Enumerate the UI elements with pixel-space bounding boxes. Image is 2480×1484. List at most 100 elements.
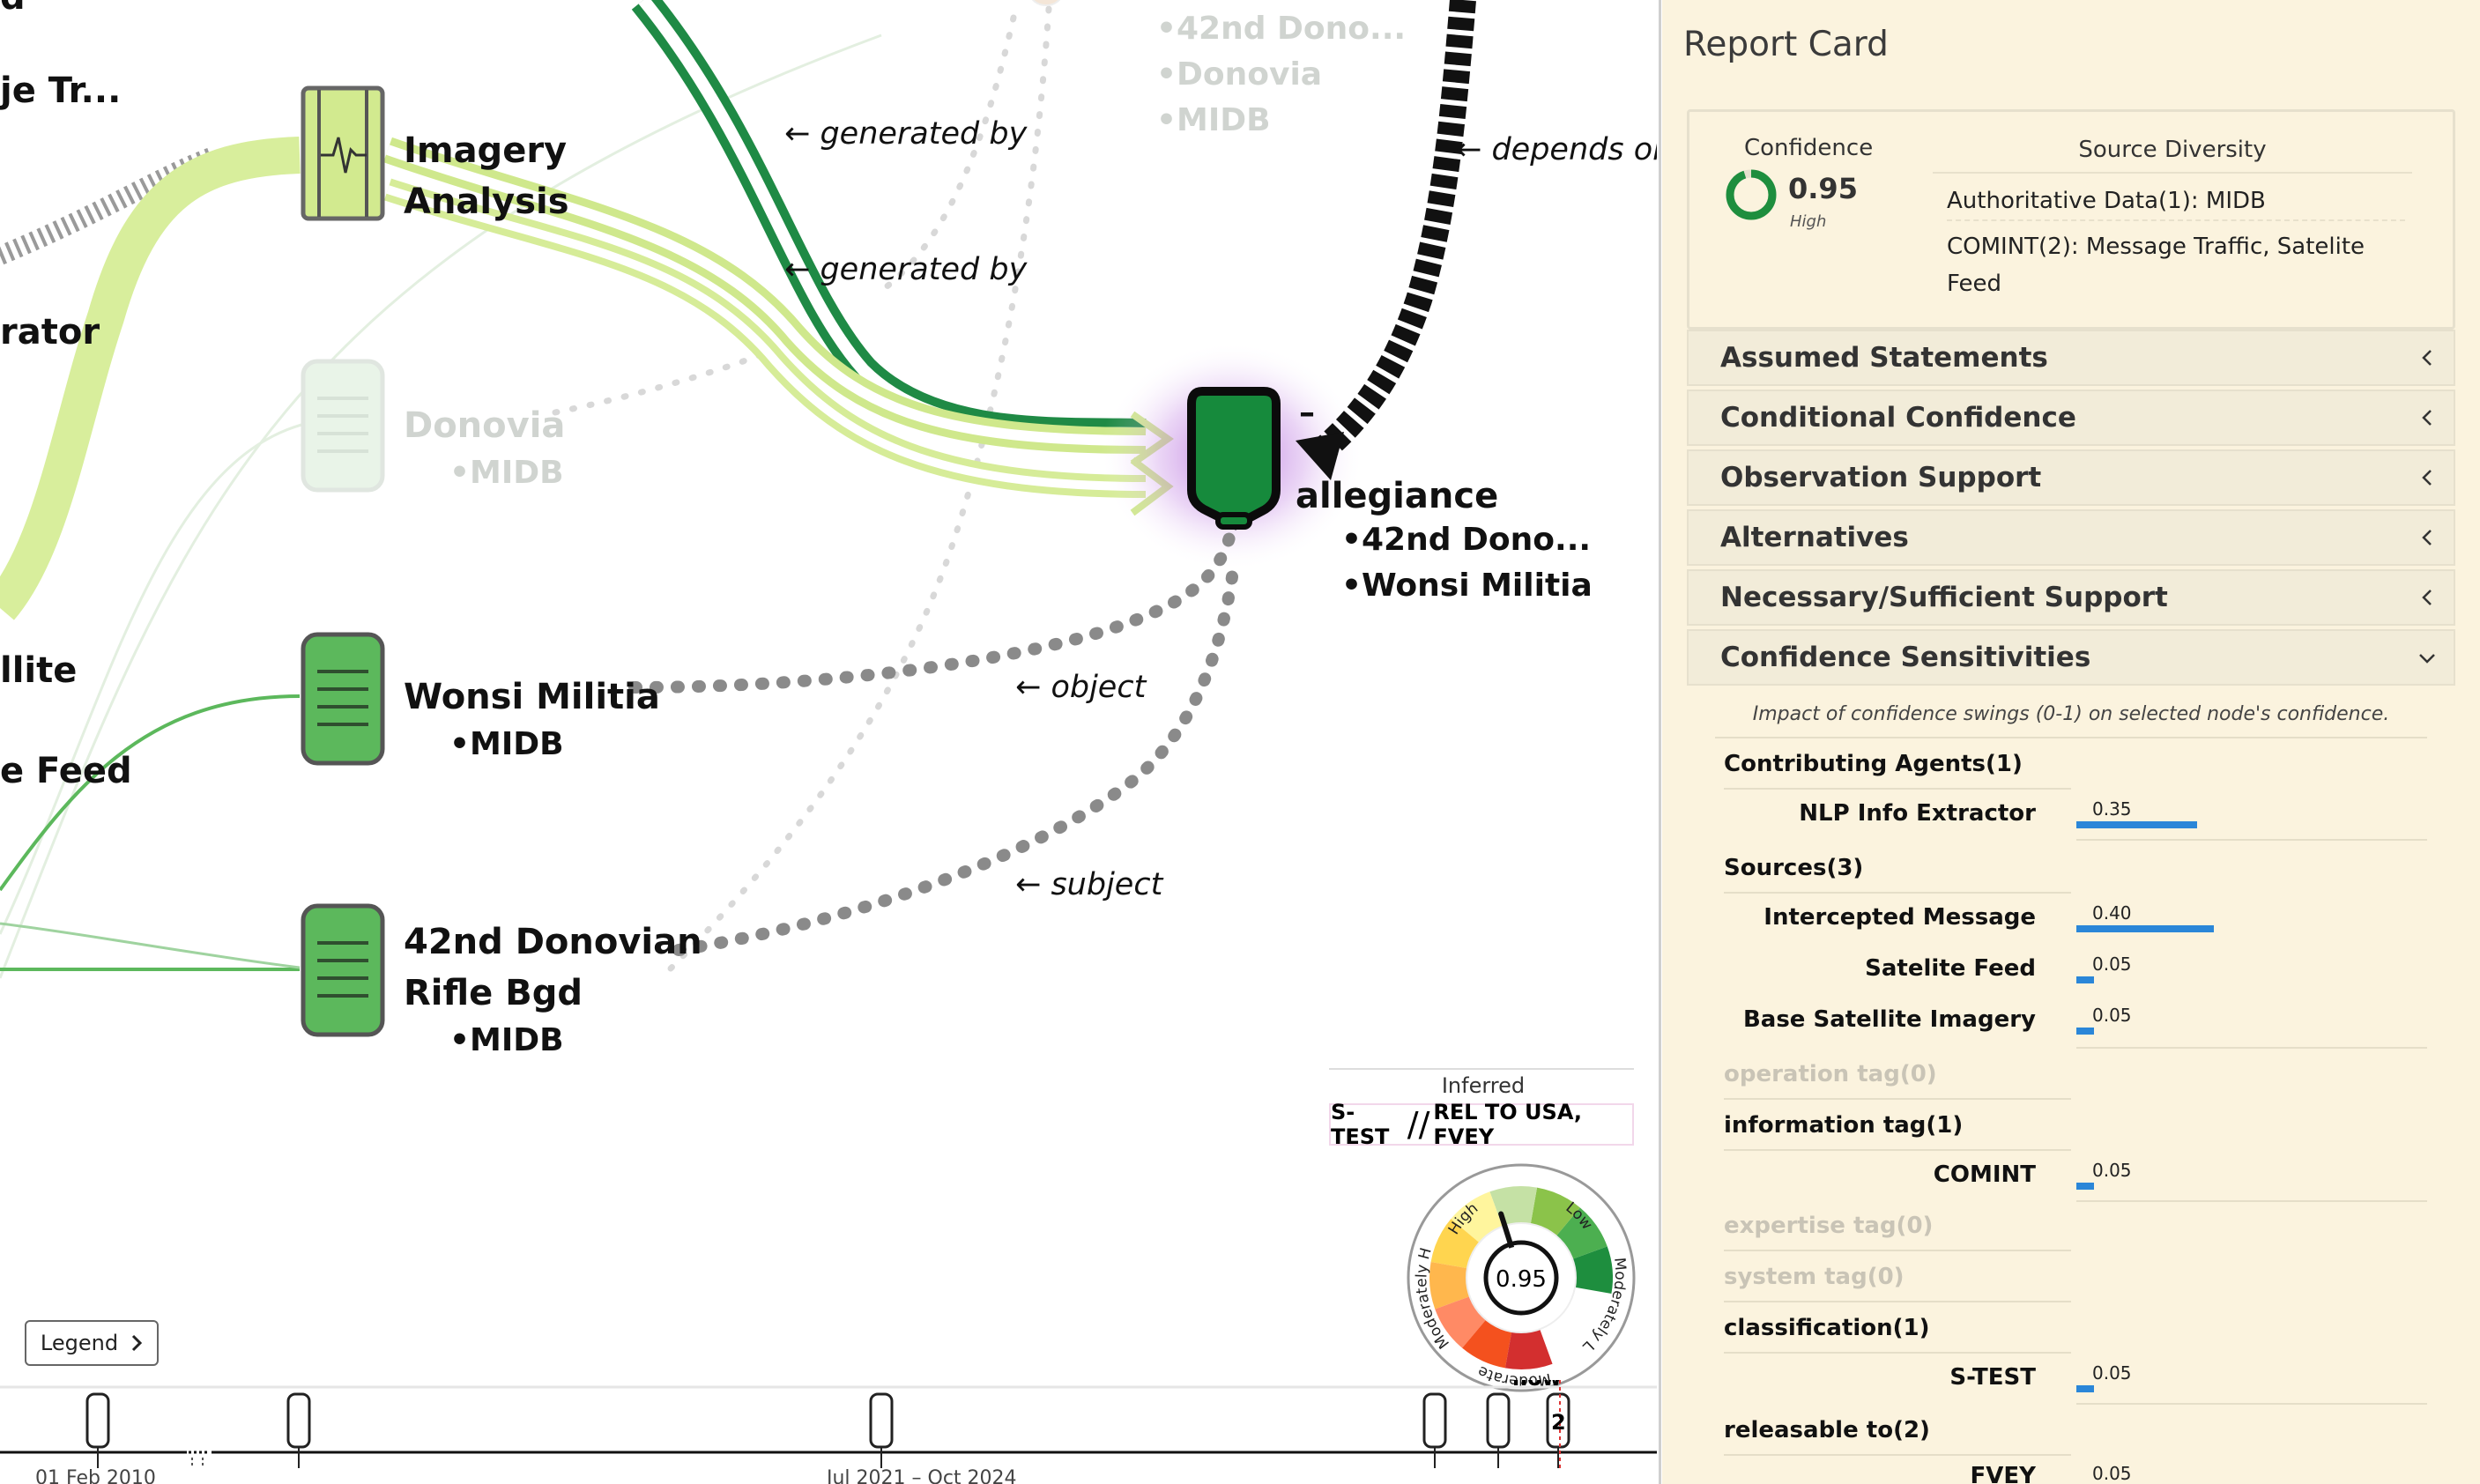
timeline-marker[interactable] [869,1392,894,1468]
sensitivity-bar [2076,1183,2094,1190]
allegiance-node[interactable] [1184,384,1283,534]
sensitivity-group: classification(1) [1724,1315,1930,1341]
source-diversity-title: Source Diversity [1933,137,2412,174]
gauge-segment [1451,1191,1503,1243]
faded-link [552,349,770,416]
timeline-marker[interactable] [1422,1392,1447,1468]
section-assumed-statements[interactable]: Assumed Statements [1687,330,2455,386]
confidence-ring-icon [1726,169,1777,220]
report-card-panel: Report Card Confidence 0.95 High Source … [1662,0,2480,1484]
section-confidence-sensitivities[interactable]: Confidence Sensitivities [1687,629,2455,686]
gauge-segment [1430,1219,1480,1269]
sensitivity-group: operation tag(0) [1724,1061,1937,1087]
sensitivity-item[interactable]: FVEY [1970,1463,2036,1484]
section-conditional-confidence[interactable]: Conditional Confidence [1687,390,2455,446]
faded-link [878,14,1017,294]
donovian-rifle-node[interactable] [300,902,388,1038]
sensitivity-value: 0.05 [2092,1005,2132,1026]
graph-edges [0,0,1476,979]
allegiance-arg: •42nd Dono... [1341,522,1592,558]
panel-divider[interactable] [1659,0,1661,1484]
timeline-date-range: Jul 2021 – Oct 2024 [825,1467,1017,1484]
source-diversity-row: Authoritative Data(1): MIDB [1947,182,2405,221]
sensitivity-group: releasable to(2) [1724,1417,1930,1443]
sensitivity-group: Contributing Agents(1) [1724,751,2023,777]
faded-node-arg: •MIDB [1156,102,1271,138]
sensitivity-item[interactable]: S-TEST [1949,1364,2036,1391]
sensitivity-value: 0.05 [2092,1362,2132,1384]
sensitivity-bar [2076,925,2214,932]
sensitivity-group: Sources(3) [1724,855,1864,881]
edge-label-depends-on: ← depends or [1456,132,1657,167]
donovian-source: •MIDB [449,1022,564,1058]
section-label: Conditional Confidence [1720,402,2076,434]
timeline-marker-now[interactable] [1546,1392,1570,1468]
wonsi-input-link [0,694,301,892]
donovia-node[interactable] [300,358,388,493]
timeline-marker[interactable] [286,1392,311,1468]
imagery-analysis-node[interactable] [300,85,388,224]
gauge-segment [1429,1261,1470,1310]
classification-separator: // [1407,1105,1430,1144]
section-label: Assumed Statements [1720,342,2048,374]
sensitivity-value: 0.40 [2092,902,2132,924]
object-edge [628,531,1236,694]
timeline-marker[interactable] [1486,1392,1511,1468]
edge-label-subject: ← subject [1015,867,1163,902]
imagery-input-link [0,137,301,620]
sensitivity-item[interactable]: Base Satellite Imagery [1742,1006,2036,1033]
sensitivity-item[interactable]: Satelite Feed [1865,955,2036,982]
panel-title: Report Card [1683,25,1889,64]
chevron-left-icon [2422,470,2432,486]
section-necessary-sufficient[interactable]: Necessary/Sufficient Support [1687,569,2455,626]
confidence-gauge[interactable]: 0.95 High Low Moderately High Moderately… [1405,1161,1637,1394]
imagery-label: Imagery [404,130,568,171]
wonsi-militia-node[interactable] [300,631,388,767]
sensitivity-bar [2076,976,2094,983]
chevron-down-icon [2419,654,2435,664]
faded-node[interactable] [1024,0,1068,12]
cut-label: d [0,0,26,23]
sensitivity-item[interactable]: COMINT [1933,1161,2036,1188]
gauge-segment [1504,1329,1553,1369]
sensitivity-group: system tag(0) [1724,1264,1905,1290]
section-alternatives[interactable]: Alternatives [1687,509,2455,566]
section-label: Necessary/Sufficient Support [1720,582,2168,613]
releasability: REL TO USA, FVEY [1433,1100,1582,1149]
timeline-marker[interactable] [85,1392,110,1468]
faded-link [666,5,1052,973]
section-label: Confidence Sensitivities [1720,642,2091,673]
timeline[interactable]: now 2 01 Feb 2010 Jul 2021 – Oct 2024 [0,1380,1657,1484]
gauge-segment [1435,1296,1487,1348]
gauge-segment [1556,1207,1608,1259]
confidence-label: Confidence [1744,135,1874,161]
gauge-segment [1572,1246,1613,1295]
sensitivity-group: information tag(1) [1724,1112,1964,1139]
donovian-input-link [0,922,301,969]
activity-icon [321,137,367,174]
section-label: Observation Support [1720,462,2042,493]
classification-level: S-TEST [1331,1100,1390,1149]
arrowhead [1296,432,1344,480]
chevron-left-icon [2422,530,2432,545]
edge-label-object: ← object [1015,670,1147,705]
gauge-arcs [1429,1186,1613,1369]
sensitivity-value: 0.05 [2092,1463,2132,1484]
confidence-level: High [1790,212,1827,231]
section-observation-support[interactable]: Observation Support [1687,449,2455,506]
generated-by-edge [631,0,1147,449]
allegiance-label: allegiance [1296,476,1499,516]
faded-node-arg: •Donovia [1156,56,1323,93]
sensitivity-item[interactable]: Intercepted Message [1763,904,2036,931]
collapse-indicator[interactable]: – [1299,395,1315,431]
sensitivity-bar [2076,1028,2094,1035]
sensitivity-item[interactable]: NLP Info Extractor [1799,800,2036,827]
legend-button[interactable]: Legend [25,1320,159,1366]
edge-label-generated-by: ← generated by [784,116,1028,152]
gauge-segment [1530,1187,1580,1236]
confidence-value: 0.95 [1788,172,1858,205]
provenance-graph[interactable]: d je Tr... rator llite e Feed •42nd Dono… [0,0,1657,1484]
cut-label: rator [0,312,100,352]
section-label: Alternatives [1720,522,1909,553]
sensitivity-group: expertise tag(0) [1724,1213,1934,1239]
